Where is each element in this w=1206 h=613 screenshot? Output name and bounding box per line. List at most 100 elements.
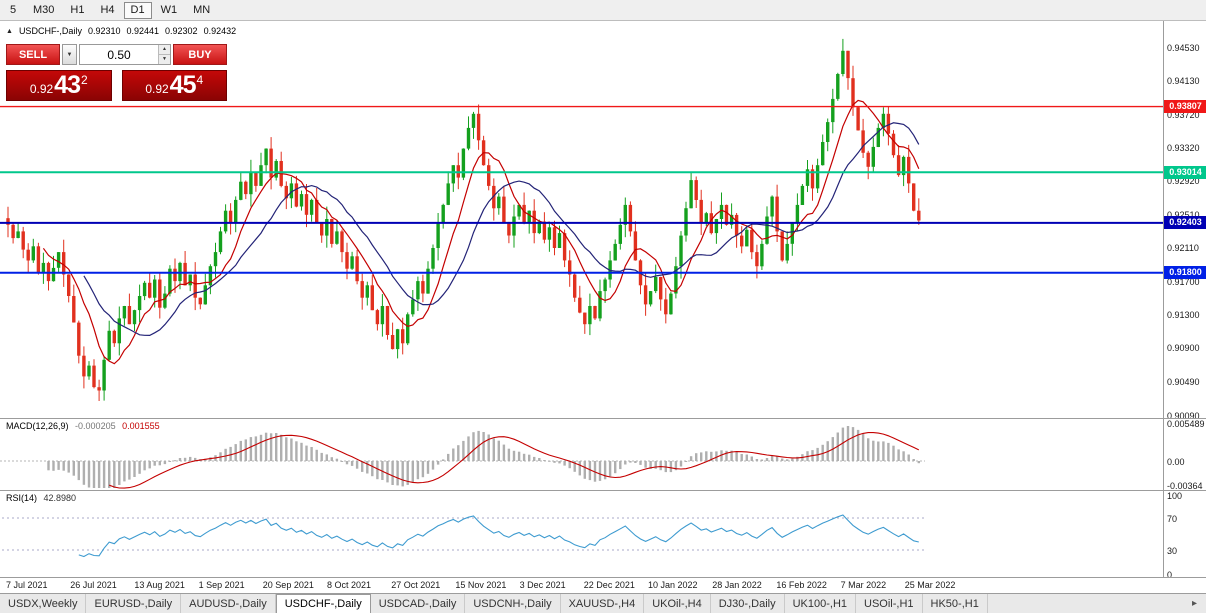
price-axis-label: 0.90090 <box>1167 410 1200 419</box>
macd-canvas[interactable] <box>0 419 1163 490</box>
price-axis[interactable]: 0.94530 0.94130 0.93720 0.93320 0.92920 0.925… <box>1163 21 1206 419</box>
price-axis-label: 0.94530 <box>1167 42 1200 53</box>
macd-axis-label: 0.00 <box>1167 457 1185 467</box>
price-axis-label: 0.92110 <box>1167 243 1199 254</box>
time-axis-label: 1 Sep 2021 <box>198 580 245 590</box>
ohlc-high-value: 0.92441 <box>126 26 160 36</box>
price-badge-resistance-red: 0.93807 <box>1164 100 1206 114</box>
rsi-canvas[interactable] <box>0 491 1163 577</box>
ask-price-display: 0.92 45 4 <box>121 70 227 101</box>
time-axis-label: 7 Mar 2022 <box>840 580 887 590</box>
rsi-axis-label: 100 <box>1167 491 1183 501</box>
chart-tab-eurusd-daily[interactable]: EURUSD-,Daily <box>86 594 182 613</box>
price-axis-label: 0.90900 <box>1167 343 1200 354</box>
time-axis-label: 28 Jan 2022 <box>712 580 762 590</box>
rsi-axis[interactable]: 100 70 30 0 <box>1163 491 1206 578</box>
price-axis-label: 0.91300 <box>1167 310 1200 321</box>
time-axis-label: 10 Jan 2022 <box>648 580 698 590</box>
ma-slow-line <box>83 122 920 337</box>
rsi-label: RSI(14) 42.8980 <box>6 493 80 503</box>
chart-tab-ukoil-h4[interactable]: UKOil-,H4 <box>644 594 711 613</box>
time-axis-label: 26 Jul 2021 <box>70 580 117 590</box>
time-axis-label: 16 Feb 2022 <box>776 580 827 590</box>
rsi-axis-label: 0 <box>1167 570 1173 578</box>
rsi-axis-label: 30 <box>1167 546 1178 556</box>
rsi-pane[interactable]: RSI(14) 42.8980 <box>0 491 1163 578</box>
bid-price-display: 0.92 43 2 <box>6 70 112 101</box>
price-axis-label: 0.92510 <box>1167 210 1200 221</box>
chart-symbol-label: USDCHF-,Daily <box>18 26 82 36</box>
rsi-line <box>78 514 919 558</box>
chart-ohlc-header: ▲ USDCHF-,Daily 0.92310 0.92441 0.92302 … <box>6 26 236 36</box>
timeframe-button-mn[interactable]: MN <box>193 4 211 16</box>
macd-main-value: -0.000205 <box>75 421 116 431</box>
time-axis-label: 15 Nov 2021 <box>455 580 507 590</box>
timeframe-button-w1[interactable]: W1 <box>160 4 178 16</box>
volume-increase-icon[interactable]: ▲ <box>159 45 170 54</box>
macd-signal-line <box>109 432 920 489</box>
ask-price-big: 45 <box>169 71 197 99</box>
rsi-value: 42.8980 <box>43 493 77 503</box>
time-axis-label: 20 Sep 2021 <box>262 580 314 590</box>
chart-tab-uk100-h1[interactable]: UK100-,H1 <box>785 594 857 613</box>
price-chart-canvas[interactable] <box>0 21 1163 418</box>
chart-tab-usdcad-daily[interactable]: USDCAD-,Daily <box>371 594 466 613</box>
macd-signal-value: 0.001555 <box>122 421 160 431</box>
price-badge-support-blue: 0.91800 <box>1164 266 1206 280</box>
volume-decrease-icon[interactable]: ▼ <box>159 54 170 64</box>
time-axis[interactable]: 7 Jul 2021 26 Jul 2021 13 Aug 2021 1 Sep 20… <box>0 578 1206 594</box>
timeframe-button-h4[interactable]: H4 <box>100 4 115 16</box>
time-axis-label: 13 Aug 2021 <box>134 580 185 590</box>
timeframe-button-m30[interactable]: M30 <box>33 4 55 16</box>
tabs-scroll-right-icon[interactable]: ▸ <box>1191 598 1197 609</box>
one-click-panel-toggle-icon[interactable]: ▲ <box>6 27 13 35</box>
price-axis-label: 0.92920 <box>1167 176 1200 187</box>
volume-stepper[interactable]: ▲ ▼ <box>158 45 170 64</box>
timeframe-button-5[interactable]: 5 <box>9 4 17 16</box>
ma-fast-line <box>42 99 920 365</box>
ohlc-open-value: 0.92310 <box>87 26 121 36</box>
macd-axis[interactable]: 0.005489 0.00 -0.00364 <box>1163 419 1206 491</box>
chart-tab-usdx-weekly[interactable]: USDX,Weekly <box>0 594 87 613</box>
chart-tab-xauusd-h4[interactable]: XAUUSD-,H4 <box>561 594 645 613</box>
volume-dropdown-icon[interactable]: ▼ <box>62 44 77 65</box>
macd-axis-label: -0.00364 <box>1167 481 1203 491</box>
volume-input[interactable] <box>80 45 170 64</box>
price-axis-label: 0.93720 <box>1167 109 1200 120</box>
price-badge-resistance-teal: 0.93014 <box>1164 165 1206 179</box>
time-axis-label: 7 Jul 2021 <box>6 580 48 590</box>
macd-pane[interactable]: MACD(12,26,9) -0.000205 0.001555 <box>0 419 1163 491</box>
timeframe-toolbar: 5 M30 H1 H4 D1 W1 MN <box>0 0 1206 21</box>
buy-button[interactable]: BUY <box>173 44 227 65</box>
chart-tab-usdcnh-daily[interactable]: USDCNH-,Daily <box>465 594 561 613</box>
chart-tabs-bar: USDX,Weekly EURUSD-,Daily AUDUSD-,Daily USD… <box>0 594 1206 613</box>
rsi-name: RSI(14) <box>6 493 38 503</box>
price-axis-label: 0.91700 <box>1167 277 1200 288</box>
price-chart-pane[interactable]: ▲ USDCHF-,Daily 0.92310 0.92441 0.92302 … <box>0 21 1163 419</box>
chart-tab-usoil-h1[interactable]: USOil-,H1 <box>856 594 923 613</box>
timeframe-button-d1[interactable]: D1 <box>123 1 152 19</box>
chart-tab-audusd-daily[interactable]: AUDUSD-,Daily <box>181 594 276 613</box>
time-axis-label: 25 Mar 2022 <box>904 580 956 590</box>
time-axis-label: 3 Dec 2021 <box>519 580 566 590</box>
ask-price-pip: 4 <box>196 73 204 87</box>
chart-tab-hk50-h1[interactable]: HK50-,H1 <box>923 594 988 613</box>
macd-label: MACD(12,26,9) -0.000205 0.001555 <box>6 421 164 431</box>
timeframe-button-h1[interactable]: H1 <box>70 4 85 16</box>
price-axis-label: 0.90490 <box>1167 377 1200 388</box>
chart-tab-usdchf-daily[interactable]: USDCHF-,Daily <box>275 594 371 613</box>
rsi-axis-label: 70 <box>1167 514 1178 524</box>
ohlc-low-value: 0.92302 <box>165 26 198 36</box>
volume-field[interactable]: ▲ ▼ <box>79 44 171 65</box>
ohlc-close-value: 0.92432 <box>203 26 237 36</box>
macd-histogram <box>47 426 920 488</box>
ask-price-prefix: 0.92 <box>145 82 169 96</box>
sell-button[interactable]: SELL <box>6 44 60 65</box>
price-badge-support-navy: 0.92403 <box>1164 216 1206 230</box>
macd-name: MACD(12,26,9) <box>6 421 69 431</box>
one-click-trading-panel: SELL ▼ ▲ ▼ BUY 0.92 43 2 0.9 <box>6 44 227 101</box>
bid-price-prefix: 0.92 <box>29 82 54 96</box>
price-axis-label: 0.94130 <box>1167 75 1200 86</box>
chart-tab-dj30-daily[interactable]: DJ30-,Daily <box>711 594 785 613</box>
time-axis-label: 8 Oct 2021 <box>327 580 372 590</box>
